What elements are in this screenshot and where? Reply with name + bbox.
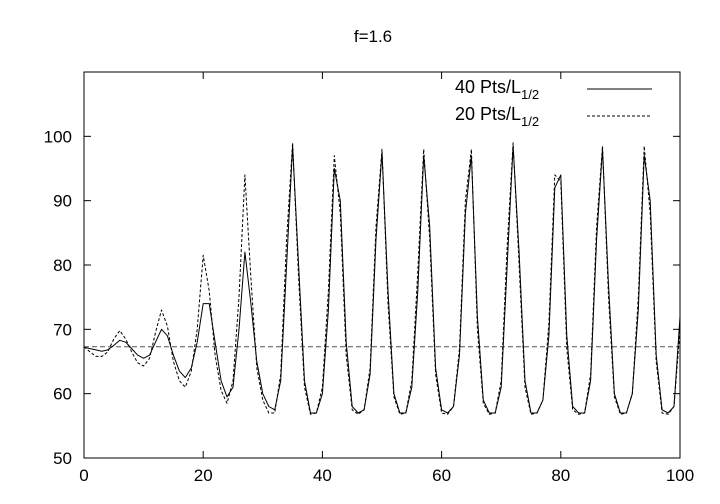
y-tick-label-1: 60	[53, 385, 72, 404]
svg-text:40 Pts/L1/2: 40 Pts/L1/2	[455, 77, 539, 102]
svg-text:20 Pts/L1/2: 20 Pts/L1/2	[455, 104, 539, 129]
x-tick-label-5: 100	[666, 466, 694, 485]
y-tick-label-5: 100	[44, 127, 72, 146]
x-tick-label-1: 20	[194, 466, 213, 485]
series-line-2	[83, 142, 681, 415]
y-tick-label-0: 50	[53, 449, 72, 468]
legend-subscript-2: 1/2	[521, 114, 539, 129]
plot-frame	[83, 71, 681, 459]
legend: 40 Pts/L1/2 20 Pts/L1/2	[455, 77, 652, 129]
x-tick-label-4: 80	[551, 466, 570, 485]
legend-label-1: 40 Pts/L	[455, 77, 521, 97]
y-tick-label-4: 90	[53, 192, 72, 211]
chart-title: f=1.6	[354, 27, 392, 46]
legend-entry-2: 20 Pts/L1/2	[455, 104, 652, 129]
y-tick-label-3: 80	[53, 256, 72, 275]
axis-tick-labels: 0 20 40 60 80 100 50 60 70 80 90 100	[44, 127, 695, 485]
x-tick-label-2: 40	[313, 466, 332, 485]
legend-label-2: 20 Pts/L	[455, 104, 521, 124]
series-lines	[83, 142, 681, 415]
x-tick-label-0: 0	[79, 466, 88, 485]
legend-entry-1: 40 Pts/L1/2	[455, 77, 652, 102]
axis-ticks	[83, 72, 681, 459]
y-tick-label-2: 70	[53, 320, 72, 339]
legend-subscript-1: 1/2	[521, 87, 539, 102]
x-tick-label-3: 60	[432, 466, 451, 485]
